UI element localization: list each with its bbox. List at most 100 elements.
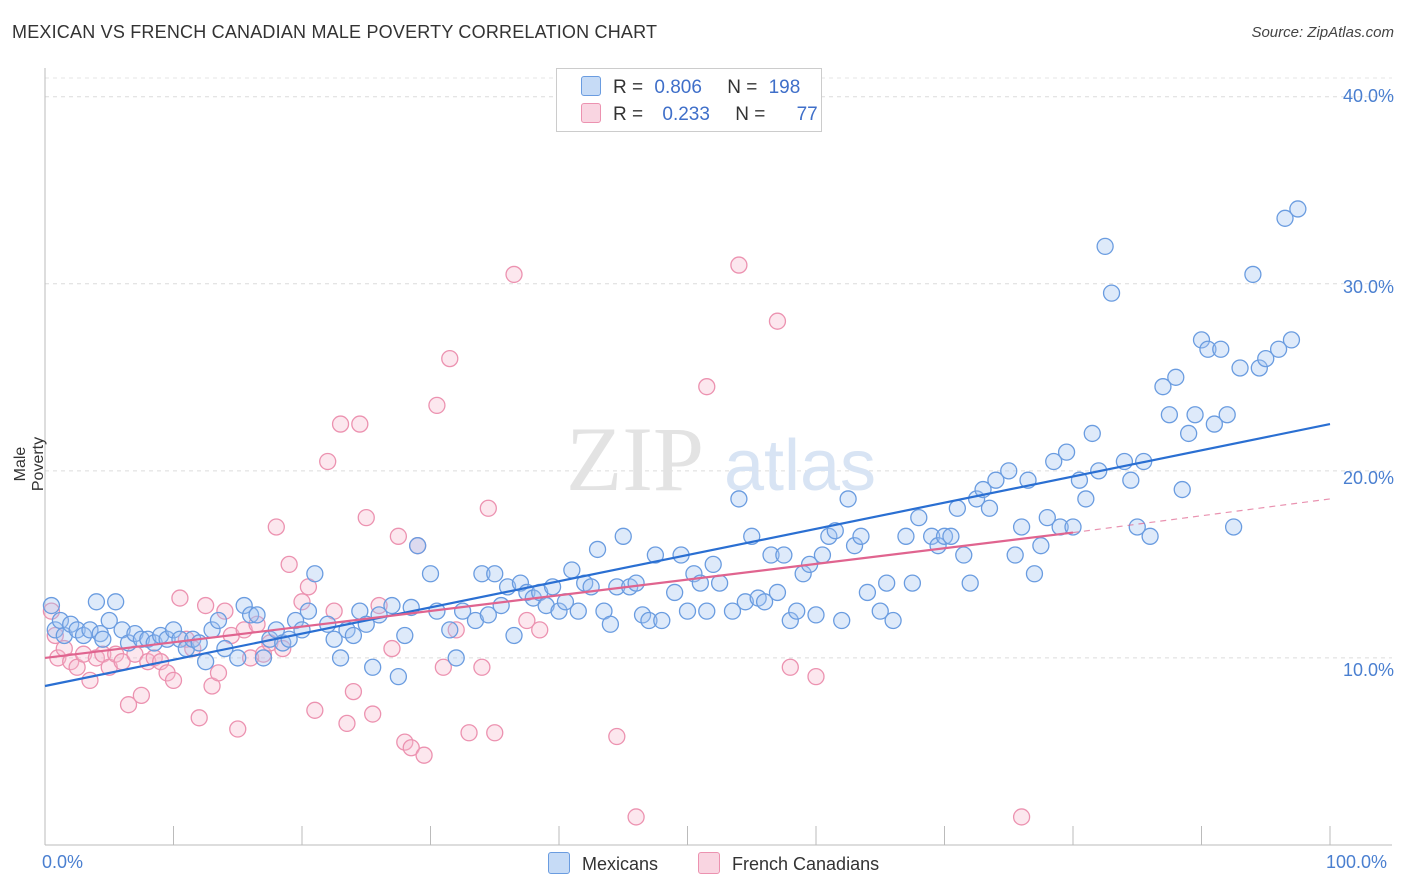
data-point-mexicans (100, 611, 118, 630)
data-point-mexicans (1218, 406, 1236, 424)
stats-legend: R = 0.806 N = 198 R = 0.233 N = 77 (556, 68, 822, 132)
data-point-mexicans (1244, 265, 1262, 284)
data-point-mexicans (87, 593, 106, 611)
legend-swatch-pink (581, 103, 601, 123)
data-point-mexicans (710, 574, 729, 592)
data-point-mexicans (1064, 518, 1082, 536)
trend-line-french-canadians (44, 531, 1074, 660)
legend-label-french-canadians: French Canadians (732, 854, 880, 874)
data-point-french-canadians (274, 639, 292, 658)
data-point-mexicans (614, 527, 632, 545)
data-point-mexicans (788, 602, 806, 620)
data-point-french-canadians (164, 671, 183, 690)
data-point-mexicans (81, 621, 99, 639)
data-point-french-canadians (1012, 808, 1031, 826)
r-value: 0.233 (662, 104, 710, 125)
y-tick-label: 10.0% (1342, 660, 1394, 680)
data-point-mexicans (1282, 331, 1301, 349)
watermark-atlas: atlas (724, 426, 876, 506)
legend-swatch-blue (548, 852, 570, 874)
data-point-french-canadians (460, 724, 478, 742)
data-point-mexicans (421, 565, 440, 583)
data-point-french-canadians (196, 596, 215, 615)
data-point-mexicans (479, 606, 497, 624)
data-point-mexicans (755, 593, 774, 611)
data-point-mexicans (897, 527, 915, 545)
n-value: 198 (768, 77, 801, 98)
data-point-mexicans (42, 596, 61, 615)
r-value: 0.806 (654, 77, 702, 98)
data-point-mexicans (486, 565, 504, 583)
data-point-french-canadians (132, 686, 151, 704)
data-point-mexicans (1231, 359, 1249, 377)
data-point-french-canadians (370, 596, 388, 615)
data-point-mexicans (871, 602, 889, 620)
data-point-mexicans (229, 649, 247, 667)
data-point-mexicans (980, 499, 999, 517)
chart-title: MEXICAN VS FRENCH CANADIAN MALE POVERTY … (12, 22, 658, 42)
data-point-mexicans (389, 667, 408, 686)
legend-row-mexicans: R = 0.806 N = 198 (581, 76, 800, 99)
data-point-french-canadians (434, 658, 453, 676)
data-point-mexicans (1167, 368, 1185, 386)
data-point-mexicans (408, 537, 427, 555)
data-point-mexicans (884, 611, 902, 630)
data-point-mexicans (781, 611, 799, 630)
data-point-mexicans (331, 649, 350, 667)
data-point-mexicans (1083, 424, 1101, 443)
data-point-french-canadians (351, 415, 369, 433)
data-point-mexicans (299, 602, 318, 620)
data-point-mexicans (563, 561, 581, 579)
data-point-mexicans (1269, 340, 1288, 358)
data-point-mexicans (325, 630, 343, 648)
data-point-mexicans (601, 615, 620, 633)
data-point-mexicans (1257, 349, 1275, 368)
data-point-french-canadians (46, 626, 64, 645)
data-point-french-canadians (389, 527, 408, 545)
data-point-french-canadians (229, 720, 247, 738)
data-point-mexicans (344, 626, 363, 645)
data-point-mexicans (1180, 424, 1198, 443)
data-point-mexicans (1096, 237, 1114, 256)
legend-item-mexicans[interactable]: Mexicans (548, 852, 658, 875)
data-point-mexicans (1154, 378, 1172, 396)
data-point-mexicans (1128, 518, 1146, 536)
data-point-french-canadians (383, 639, 401, 658)
legend-swatch-blue (581, 76, 601, 96)
data-point-mexicans (698, 602, 716, 620)
data-point-mexicans (1045, 452, 1063, 471)
data-point-mexicans (942, 527, 960, 545)
data-point-french-canadians (807, 667, 825, 686)
data-point-mexicans (987, 471, 1005, 489)
data-point-french-canadians (267, 518, 285, 536)
data-point-mexicans (666, 583, 684, 602)
data-point-french-canadians (42, 602, 61, 620)
data-point-french-canadians (505, 265, 523, 284)
r-label: R = (613, 77, 644, 98)
x-tick-label-start: 0.0% (42, 852, 84, 872)
data-point-french-canadians (209, 664, 228, 682)
data-point-french-canadians (730, 256, 748, 274)
data-point-mexicans (903, 574, 922, 592)
data-point-mexicans (627, 574, 645, 592)
r-label: R = (613, 104, 644, 125)
data-point-mexicans (1212, 340, 1230, 358)
y-tick-label: 20.0% (1342, 468, 1394, 488)
data-point-french-canadians (119, 696, 138, 714)
data-point-mexicans (1186, 406, 1204, 424)
n-label: N = (735, 104, 766, 125)
data-point-mexicans (1032, 537, 1050, 555)
data-point-french-canadians (331, 415, 350, 433)
source-label: Source: ZipAtlas.com (1251, 24, 1394, 41)
data-point-french-canadians (190, 709, 208, 727)
data-point-french-canadians (293, 593, 311, 611)
data-point-mexicans (935, 527, 954, 545)
data-point-mexicans (775, 546, 793, 564)
legend-item-french-canadians[interactable]: French Canadians (698, 852, 879, 875)
data-point-mexicans (505, 626, 523, 645)
data-point-mexicans (852, 527, 870, 545)
data-point-french-canadians (441, 349, 459, 368)
y-tick-label: 30.0% (1342, 277, 1394, 297)
data-point-mexicans (364, 658, 382, 676)
